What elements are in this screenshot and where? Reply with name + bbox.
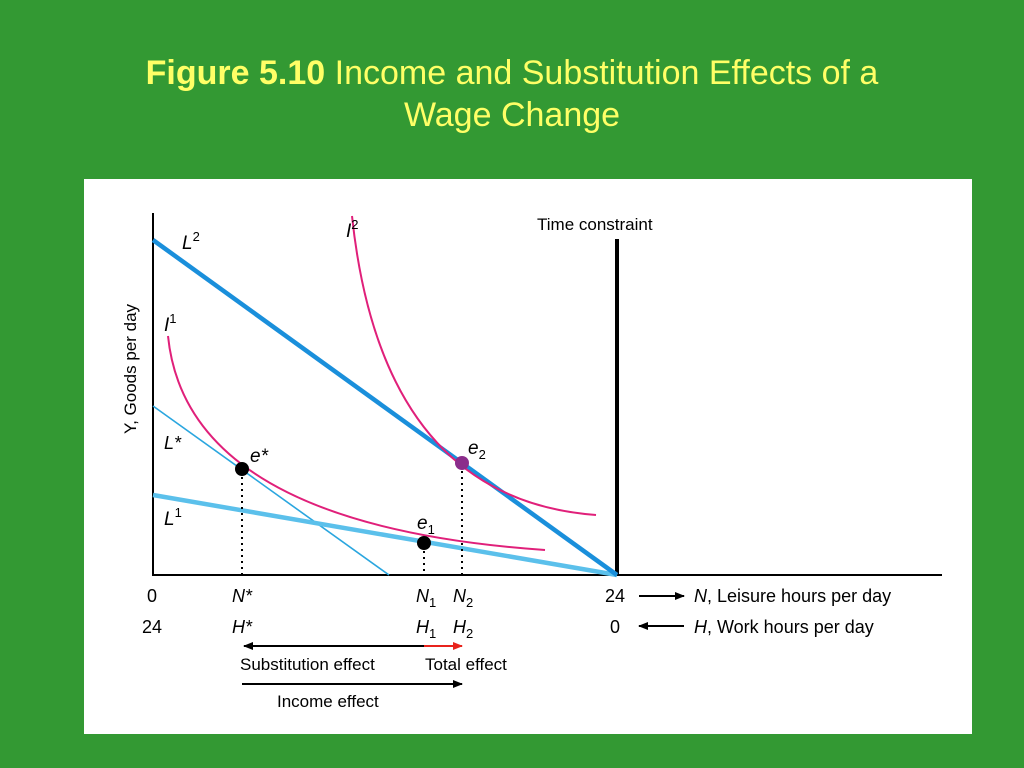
label-L2: L2 <box>182 229 200 254</box>
substitution-effect-label: Substitution effect <box>240 655 375 674</box>
labor-leisure-diagram: Y, Goods per day Time constraint L2 I2 I… <box>121 213 942 711</box>
label-I2: I2 <box>346 217 359 242</box>
budget-line-L2 <box>151 238 619 577</box>
tick-24-work: 24 <box>142 617 162 637</box>
label-e1: e1 <box>417 513 435 537</box>
label-L1: L1 <box>164 505 182 530</box>
y-axis-label: Y, Goods per day <box>121 303 140 434</box>
tick-H1: H1 <box>416 617 436 641</box>
point-e1 <box>417 536 431 550</box>
total-effect-label: Total effect <box>425 655 507 674</box>
tick-H2: H2 <box>453 617 473 641</box>
slide-title: Figure 5.10 Income and Substitution Effe… <box>0 52 1024 136</box>
budget-line-L1 <box>152 492 618 578</box>
indifference-curve-I2 <box>351 215 597 516</box>
point-e-star <box>235 462 249 476</box>
budget-line-L-star <box>152 405 390 576</box>
tick-N1: N1 <box>416 586 436 610</box>
title-line-2: Wage Change <box>403 96 621 134</box>
figure-number: Figure 5.10 <box>145 54 326 92</box>
tick-0-leisure: 0 <box>147 586 157 606</box>
tick-24-leisure: 24 <box>605 586 625 606</box>
point-e2 <box>455 456 469 470</box>
time-constraint-label: Time constraint <box>537 215 653 234</box>
title-text: Income and Substitution Effects of a <box>334 54 879 92</box>
label-e2: e2 <box>468 438 486 462</box>
tick-N-star: N* <box>232 586 253 606</box>
diagram-panel: Y, Goods per day Time constraint L2 I2 I… <box>84 179 972 734</box>
tick-N2: N2 <box>453 586 473 610</box>
tick-0-work: 0 <box>610 617 620 637</box>
leisure-axis-label: N, Leisure hours per day <box>694 586 891 606</box>
work-axis-label: H, Work hours per day <box>694 617 874 637</box>
label-L-star: L* <box>164 433 182 453</box>
income-effect-label: Income effect <box>277 692 379 711</box>
indifference-curve-I1 <box>167 335 546 551</box>
tick-H-star: H* <box>232 617 253 637</box>
label-e-star: e* <box>250 446 269 467</box>
label-I1: I1 <box>164 311 177 336</box>
